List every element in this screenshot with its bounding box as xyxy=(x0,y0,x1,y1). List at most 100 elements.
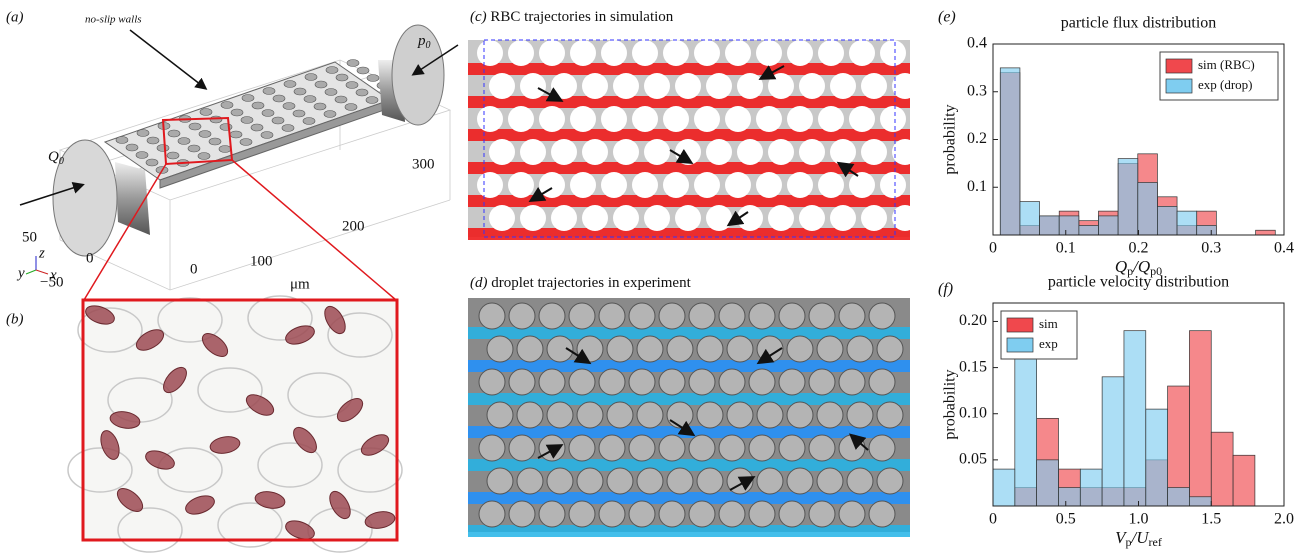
post xyxy=(570,106,596,132)
post xyxy=(847,336,873,362)
hole xyxy=(251,124,263,131)
post xyxy=(719,369,745,395)
hole xyxy=(336,74,348,81)
y-tick-label: 0.15 xyxy=(959,358,987,375)
post xyxy=(706,139,732,165)
post xyxy=(539,40,565,66)
post xyxy=(809,369,835,395)
post xyxy=(818,172,844,198)
post xyxy=(787,172,813,198)
hole xyxy=(262,110,274,117)
post xyxy=(725,172,751,198)
post xyxy=(817,336,843,362)
hole xyxy=(356,89,368,96)
panel-label: (e) xyxy=(938,9,956,26)
post xyxy=(577,402,603,428)
post xyxy=(582,73,608,99)
post xyxy=(599,303,625,329)
hole xyxy=(231,109,243,116)
hole xyxy=(147,137,159,144)
panel-b xyxy=(68,296,402,552)
bar xyxy=(1211,432,1233,506)
hole xyxy=(242,95,254,102)
post xyxy=(757,402,783,428)
post xyxy=(613,205,639,231)
post xyxy=(694,106,720,132)
post xyxy=(749,501,775,527)
post xyxy=(477,40,503,66)
hole xyxy=(116,137,128,144)
post xyxy=(756,40,782,66)
post xyxy=(861,139,887,165)
post xyxy=(487,336,513,362)
hole xyxy=(284,81,296,88)
post xyxy=(737,73,763,99)
post xyxy=(632,40,658,66)
post xyxy=(551,73,577,99)
hole xyxy=(210,116,222,123)
panel-label: (f) xyxy=(938,281,953,298)
arrow xyxy=(130,30,205,88)
post xyxy=(569,369,595,395)
post xyxy=(659,369,685,395)
x-axis-label: Vp/Uref xyxy=(1115,528,1162,549)
post xyxy=(809,501,835,527)
hole xyxy=(188,145,200,152)
post xyxy=(877,468,903,494)
post xyxy=(799,205,825,231)
post xyxy=(817,402,843,428)
post xyxy=(570,40,596,66)
axis-triad: y xyxy=(16,265,25,281)
bar xyxy=(1138,182,1158,235)
x-tick-label: 0.2 xyxy=(1129,240,1149,257)
post xyxy=(477,106,503,132)
symbol: /U xyxy=(1131,528,1151,547)
post xyxy=(892,205,918,231)
panel-label: (b) xyxy=(6,311,24,327)
post xyxy=(706,73,732,99)
post xyxy=(787,106,813,132)
post xyxy=(768,73,794,99)
post xyxy=(629,435,655,461)
bar xyxy=(1020,202,1040,235)
hole xyxy=(126,144,138,151)
post xyxy=(667,468,693,494)
post xyxy=(637,402,663,428)
post xyxy=(569,303,595,329)
panel-d xyxy=(468,298,910,537)
post xyxy=(689,501,715,527)
post xyxy=(892,73,918,99)
post xyxy=(517,468,543,494)
post xyxy=(839,369,865,395)
bar xyxy=(1118,159,1138,235)
post xyxy=(659,501,685,527)
post xyxy=(667,402,693,428)
post xyxy=(839,435,865,461)
post xyxy=(737,205,763,231)
hole xyxy=(315,81,327,88)
post xyxy=(629,303,655,329)
post xyxy=(539,303,565,329)
post xyxy=(880,172,906,198)
post xyxy=(667,336,693,362)
axis-label: 50 xyxy=(22,229,37,245)
hole xyxy=(294,88,306,95)
legend-label: sim (RBC) xyxy=(1198,57,1255,72)
bar xyxy=(1189,331,1211,506)
post xyxy=(632,106,658,132)
annotation: no-slip walls xyxy=(85,14,142,26)
post xyxy=(839,303,865,329)
panel-label: (d) xyxy=(470,275,488,291)
y-tick-label: 0.20 xyxy=(959,312,987,329)
post xyxy=(697,468,723,494)
panel-label: (c) xyxy=(470,9,487,25)
panel-label: (a) xyxy=(6,9,24,25)
hole xyxy=(293,110,305,117)
post xyxy=(509,501,535,527)
post xyxy=(659,435,685,461)
hole xyxy=(272,117,284,124)
y-tick-label: 0.1 xyxy=(967,178,987,195)
bar xyxy=(1037,460,1059,506)
hole xyxy=(137,130,149,137)
bar xyxy=(1102,377,1124,506)
